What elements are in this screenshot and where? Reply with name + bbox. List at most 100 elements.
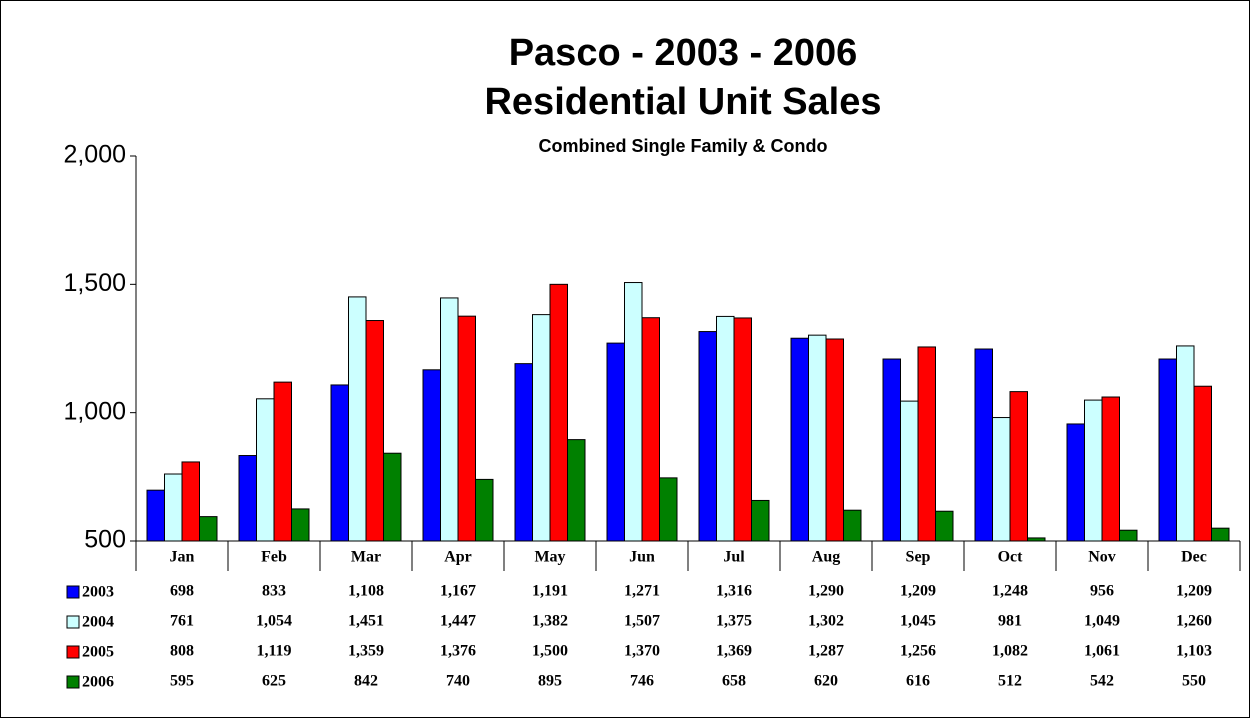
bar — [1027, 537, 1046, 542]
bar — [181, 461, 200, 542]
bar — [641, 317, 660, 542]
x-tick-label: Sep — [906, 549, 931, 566]
annotation: Combined Single Family & Condo — [538, 136, 827, 156]
bar — [935, 510, 954, 542]
data-label: 1,447 — [440, 613, 476, 630]
bar — [1101, 396, 1120, 542]
x-tick-label: Jul — [723, 549, 745, 566]
x-tick-label: Nov — [1088, 549, 1116, 566]
bar — [698, 331, 717, 542]
data-label: 550 — [1182, 673, 1206, 690]
bar — [624, 282, 643, 542]
x-tick-label: Aug — [812, 549, 840, 566]
bar — [751, 499, 770, 542]
data-label: 1,248 — [992, 583, 1028, 600]
data-label: 1,370 — [624, 643, 660, 660]
data-label: 1,082 — [992, 643, 1028, 660]
data-label: 842 — [354, 673, 378, 690]
bar — [808, 334, 827, 542]
data-label: 1,191 — [532, 583, 568, 600]
data-label: 1,108 — [348, 583, 384, 600]
bar — [917, 346, 936, 542]
data-label: 1,369 — [716, 643, 752, 660]
data-label: 1,382 — [532, 613, 568, 630]
bar — [549, 283, 568, 542]
data-label: 1,290 — [808, 583, 844, 600]
bar — [1211, 527, 1230, 542]
bar — [716, 315, 735, 542]
y-tick-label: 2,000 — [63, 141, 126, 169]
data-label: 1,045 — [900, 613, 936, 630]
bar — [790, 337, 809, 542]
data-label: 620 — [814, 673, 838, 690]
bar — [291, 508, 310, 542]
bar — [383, 452, 402, 542]
data-label: 1,260 — [1176, 613, 1212, 630]
x-tick-label: Jun — [629, 549, 655, 566]
data-label: 658 — [722, 673, 746, 690]
bar — [514, 363, 533, 542]
data-label: 1,271 — [624, 583, 660, 600]
x-tick-label: Apr — [444, 549, 472, 566]
data-label: 1,256 — [900, 643, 936, 660]
bar — [164, 473, 183, 542]
data-label: 746 — [630, 673, 654, 690]
data-label: 698 — [170, 583, 194, 600]
bar — [365, 320, 384, 542]
legend-key — [66, 585, 80, 599]
bar — [843, 509, 862, 542]
bar — [567, 439, 586, 542]
chart-subtitle: Residential Unit Sales — [484, 81, 881, 123]
bar — [974, 348, 993, 542]
data-label: 1,209 — [900, 583, 936, 600]
bar — [882, 358, 901, 542]
data-label: 1,376 — [440, 643, 476, 660]
legend-key — [66, 645, 80, 659]
data-label: 1,209 — [1176, 583, 1212, 600]
data-label: 1,287 — [808, 643, 844, 660]
data-label: 595 — [170, 673, 194, 690]
x-tick-label: Jan — [170, 549, 195, 566]
y-tick-label: 1,500 — [63, 269, 126, 297]
bar — [1193, 385, 1212, 542]
x-tick-label: Dec — [1181, 549, 1207, 566]
data-label: 1,451 — [348, 613, 384, 630]
bar — [199, 516, 218, 542]
data-label: 1,302 — [808, 613, 844, 630]
data-label: 895 — [538, 673, 562, 690]
bar — [992, 417, 1011, 542]
legend-label: 2006 — [82, 674, 114, 691]
bar — [1158, 358, 1177, 542]
data-label: 956 — [1090, 583, 1114, 600]
x-tick-label: Oct — [998, 549, 1024, 566]
x-tick-label: May — [534, 549, 565, 566]
legend-key — [66, 615, 80, 629]
x-tick-label: Mar — [351, 549, 381, 566]
bar — [1084, 399, 1103, 542]
data-label: 512 — [998, 673, 1022, 690]
x-tick-label: Feb — [261, 549, 287, 566]
data-label: 1,375 — [716, 613, 752, 630]
bar — [1009, 391, 1028, 542]
bar — [238, 455, 257, 542]
bar — [1066, 423, 1085, 542]
data-label: 616 — [906, 673, 930, 690]
data-label: 1,359 — [348, 643, 384, 660]
data-label: 1,049 — [1084, 613, 1120, 630]
bar — [659, 477, 678, 542]
data-label: 1,103 — [1176, 643, 1212, 660]
data-label: 542 — [1090, 673, 1114, 690]
bar — [256, 398, 275, 542]
data-label: 1,507 — [624, 613, 660, 630]
data-label: 1,500 — [532, 643, 568, 660]
data-label: 1,316 — [716, 583, 752, 600]
bar — [422, 369, 441, 542]
bar — [146, 489, 165, 542]
data-label: 761 — [170, 613, 194, 630]
bar — [606, 342, 625, 542]
data-label: 740 — [446, 673, 470, 690]
bar — [900, 400, 919, 542]
bar — [440, 297, 459, 542]
data-label: 1,061 — [1084, 643, 1120, 660]
